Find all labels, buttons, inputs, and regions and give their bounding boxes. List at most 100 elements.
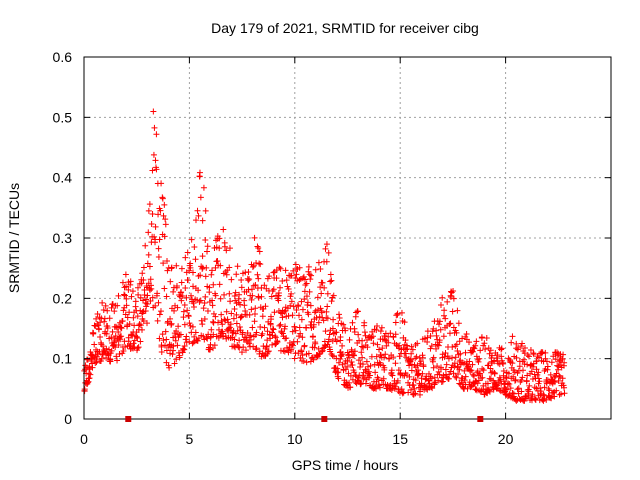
data-point: [289, 328, 296, 335]
data-point: [120, 347, 127, 354]
data-point: [374, 341, 381, 348]
data-point: [181, 321, 188, 328]
data-point: [422, 376, 429, 383]
data-point: [336, 314, 343, 321]
data-point: [137, 322, 144, 329]
data-point: [264, 328, 271, 335]
data-point: [109, 328, 116, 335]
data-point: [238, 276, 245, 283]
data-point: [89, 364, 96, 371]
data-point: [142, 242, 149, 249]
data-point: [444, 353, 451, 360]
data-point: [366, 372, 373, 379]
data-point: [518, 343, 525, 350]
data-point: [516, 363, 523, 370]
data-point: [424, 334, 431, 341]
data-point: [305, 263, 312, 270]
data-point: [186, 338, 193, 345]
data-point: [419, 354, 426, 361]
data-point: [203, 264, 210, 271]
data-point: [561, 359, 568, 366]
data-point: [306, 271, 313, 278]
data-point: [84, 356, 91, 363]
data-point: [236, 344, 243, 351]
data-point: [533, 366, 540, 373]
data-point: [376, 384, 383, 391]
data-point: [163, 347, 170, 354]
data-point: [234, 327, 241, 334]
data-point: [152, 302, 159, 309]
data-point: [223, 308, 230, 315]
data-point: [132, 303, 139, 310]
data-point: [519, 374, 526, 381]
data-point: [419, 370, 426, 377]
data-point: [441, 353, 448, 360]
data-point: [249, 263, 256, 270]
data-point: [108, 347, 115, 354]
data-point: [261, 324, 268, 331]
data-point: [433, 332, 440, 339]
data-point: [544, 363, 551, 370]
data-point: [129, 288, 136, 295]
data-point: [262, 303, 269, 310]
data-point: [168, 320, 175, 327]
data-point: [197, 194, 204, 201]
data-point: [418, 380, 425, 387]
data-point: [123, 295, 130, 302]
data-point: [216, 245, 223, 252]
data-point: [351, 369, 358, 376]
data-point: [408, 343, 415, 350]
data-point: [493, 355, 500, 362]
data-point: [266, 273, 273, 280]
data-point: [450, 287, 457, 294]
data-point: [237, 314, 244, 321]
data-point: [228, 310, 235, 317]
data-point: [259, 330, 266, 337]
x-axis-label: GPS time / hours: [292, 457, 399, 473]
data-point: [202, 293, 209, 300]
data-point: [369, 333, 376, 340]
data-point: [361, 319, 368, 326]
data-point: [123, 302, 130, 309]
data-point: [420, 363, 427, 370]
data-point: [118, 325, 125, 332]
data-point: [535, 369, 542, 376]
data-point: [117, 324, 124, 331]
data-point: [557, 374, 564, 381]
data-point: [250, 343, 257, 350]
data-point: [411, 385, 418, 392]
data-point: [191, 333, 198, 340]
data-point: [226, 245, 233, 252]
data-point: [236, 323, 243, 330]
data-point: [184, 277, 191, 284]
data-point: [122, 271, 129, 278]
data-point: [511, 369, 518, 376]
data-point: [396, 353, 403, 360]
data-point: [270, 286, 277, 293]
data-point: [263, 342, 270, 349]
data-point: [310, 356, 317, 363]
data-point: [329, 325, 336, 332]
data-point: [485, 362, 492, 369]
data-point: [273, 267, 280, 274]
data-point: [535, 375, 542, 382]
data-point: [561, 390, 568, 397]
data-point: [389, 372, 396, 379]
data-point: [407, 357, 414, 364]
data-point: [270, 326, 277, 333]
data-point: [463, 331, 470, 338]
data-point: [184, 307, 191, 314]
y-tick-label: 0.5: [53, 109, 73, 125]
data-point: [158, 348, 165, 355]
data-point: [233, 271, 240, 278]
data-point: [450, 324, 457, 331]
data-point: [247, 332, 254, 339]
data-point: [146, 263, 153, 270]
data-point: [255, 275, 262, 282]
data-point: [435, 321, 442, 328]
y-tick-label: 0.6: [53, 49, 73, 65]
data-point: [439, 294, 446, 301]
data-point: [91, 341, 98, 348]
data-point: [177, 293, 184, 300]
data-point: [216, 281, 223, 288]
